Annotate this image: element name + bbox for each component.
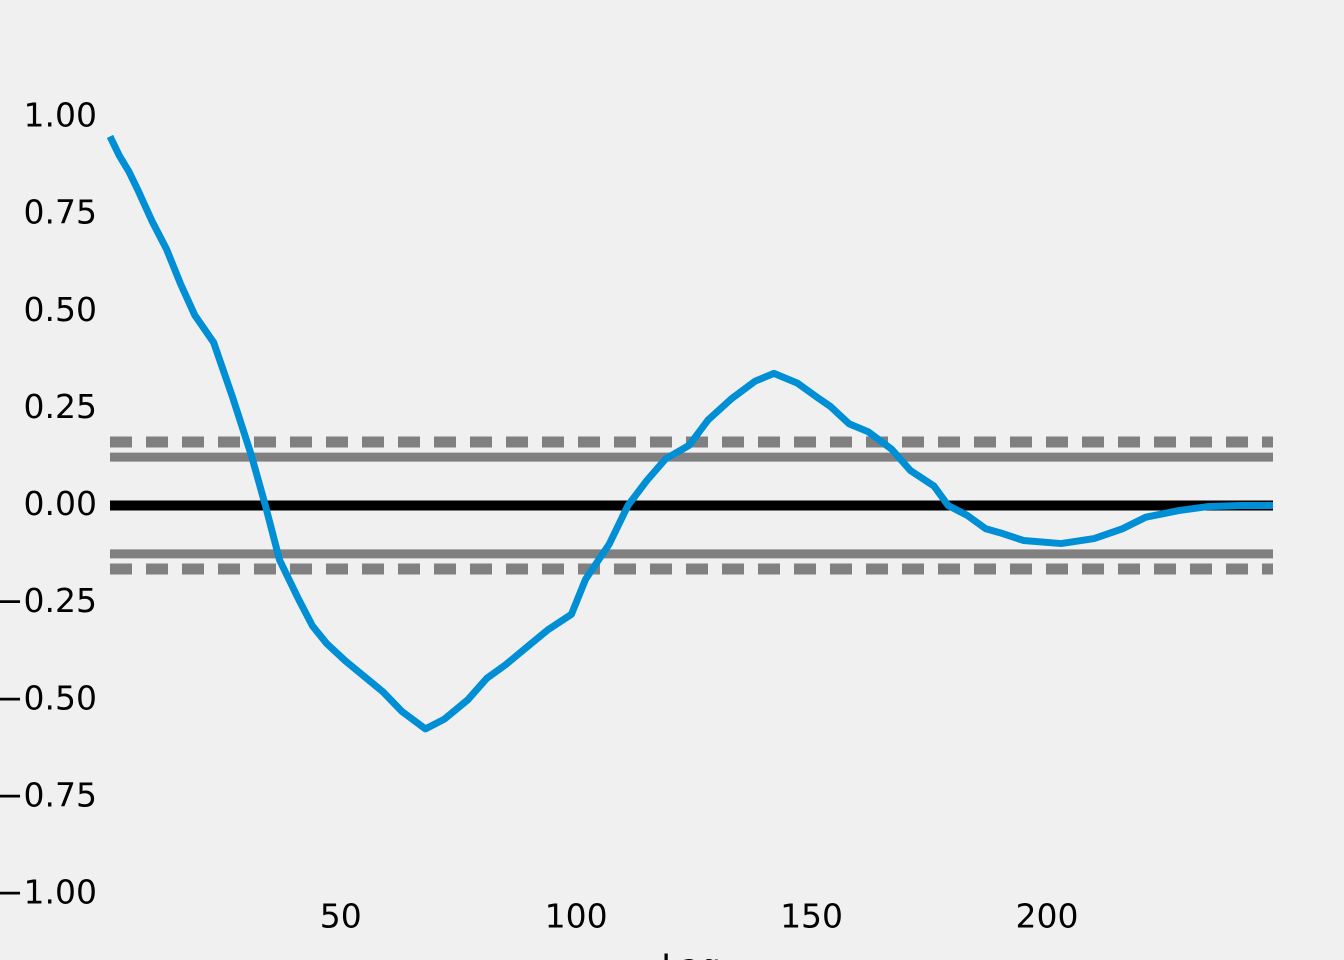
- y-tick-label: 0.75: [24, 193, 97, 232]
- x-tick-label: 50: [320, 897, 362, 936]
- x-axis-label: Lag: [661, 947, 721, 960]
- x-tick-label: 150: [780, 897, 843, 936]
- y-tick-label: −0.25: [0, 581, 97, 620]
- x-tick-label: 200: [1015, 897, 1078, 936]
- y-tick-label: −0.75: [0, 775, 97, 814]
- autocorrelation-line: [106, 134, 1273, 733]
- y-tick-label: −0.50: [0, 678, 97, 717]
- x-tick-label: 100: [545, 897, 608, 936]
- y-tick-label: −1.00: [0, 873, 97, 912]
- y-tick-label: 0.50: [24, 290, 97, 329]
- y-tick-label: 1.00: [24, 96, 97, 135]
- y-tick-label: 0.00: [24, 484, 97, 523]
- y-tick-label: 0.25: [24, 387, 97, 426]
